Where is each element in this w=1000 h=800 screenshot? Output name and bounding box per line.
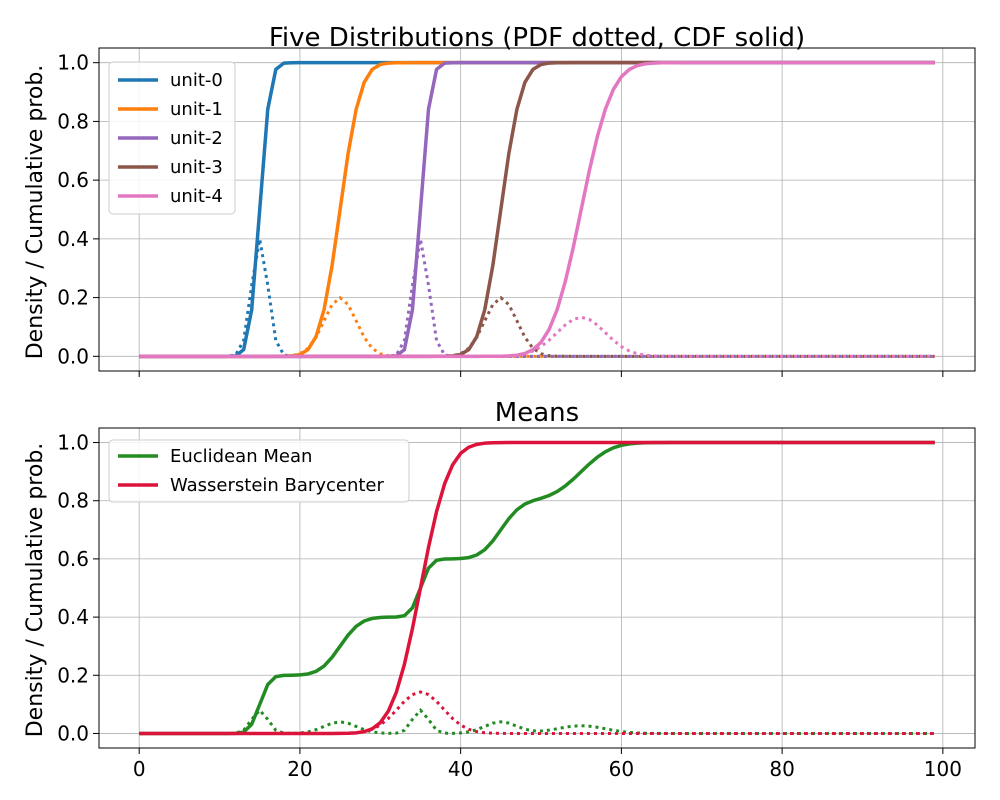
y-tick-label: 0.0: [57, 721, 89, 745]
legend: unit-0 unit-1 unit-2 unit-3 unit-4: [108, 61, 236, 215]
x-tick-label: 0: [133, 757, 146, 781]
y-axis-label: Density / Cumulative prob.: [23, 443, 48, 738]
panel-five-distributions: Five Distributions (PDF dotted, CDF soli…: [23, 23, 976, 377]
cdf-line-unit-4: [139, 60, 935, 359]
legend-entry-unit-1: unit-1: [170, 99, 223, 120]
y-tick-label: 0.6: [57, 547, 89, 571]
plot-lines: [139, 440, 935, 736]
plot-frame: [98, 427, 976, 749]
y-axis-label: Density / Cumulative prob.: [23, 65, 48, 360]
plot-frame: [98, 47, 976, 372]
legend-entry-unit-4: unit-4: [170, 186, 223, 207]
y-tick-label: 0.6: [57, 168, 89, 192]
cdf-line-unit-0: [139, 60, 935, 359]
y-tick-label: 1.0: [57, 51, 89, 75]
chart-title: Means: [495, 398, 579, 428]
x-tick-label: 40: [448, 757, 473, 781]
y-tick-label: 1.0: [57, 431, 89, 455]
legend: Euclidean Mean Wasserstein Barycenter: [108, 439, 410, 503]
pdf-line-unit-4: [139, 315, 935, 358]
legend-box: [108, 439, 410, 503]
y-tick-label: 0.2: [57, 286, 89, 310]
y-tick-label: 0.8: [57, 109, 89, 133]
x-tick-label: 100: [924, 757, 962, 781]
x-tick-label: 80: [769, 757, 794, 781]
axis-ticks: 0 20 40 60 80 100 0.0 0.2 0.4 0.6 0.8 1.0: [57, 431, 962, 781]
y-tick-label: 0.8: [57, 489, 89, 513]
y-tick-label: 0.4: [57, 227, 89, 251]
y-tick-label: 0.2: [57, 663, 89, 687]
legend-entry-unit-0: unit-0: [170, 70, 223, 91]
plot-lines: [139, 60, 935, 359]
legend-box: [108, 61, 236, 215]
legend-entry-wasserstein-barycenter: Wasserstein Barycenter: [170, 475, 384, 496]
panel-means: Means 0 20 40 60 80 100 0.0 0.2 0.4 0.6 0.8 1.0 Den…: [23, 398, 976, 781]
pdf-line-euclidean-mean: [139, 707, 935, 735]
x-tick-label: 60: [609, 757, 634, 781]
y-tick-label: 0.4: [57, 605, 89, 629]
legend-entry-unit-2: unit-2: [170, 128, 223, 149]
legend-entry-euclidean-mean: Euclidean Mean: [170, 446, 312, 467]
legend-entry-unit-3: unit-3: [170, 157, 223, 178]
pdf-line-unit-2: [139, 238, 935, 358]
y-tick-label: 0.0: [57, 344, 89, 368]
x-tick-label: 20: [287, 757, 312, 781]
cdf-line-wasserstein-barycenter: [139, 440, 935, 736]
axis-ticks: 0.0 0.2 0.4 0.6 0.8 1.0: [57, 51, 944, 377]
